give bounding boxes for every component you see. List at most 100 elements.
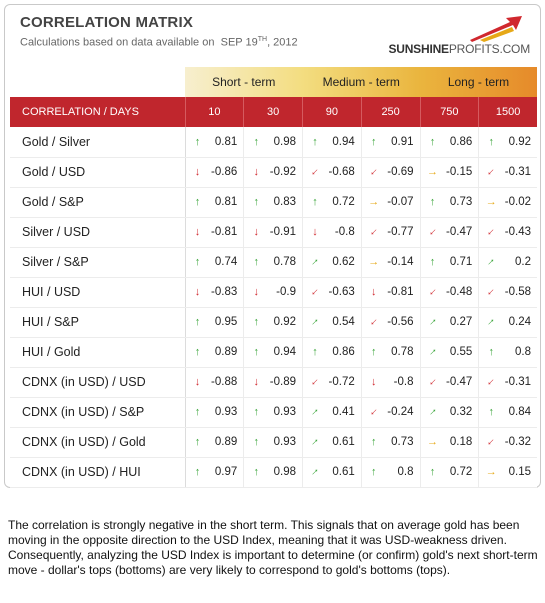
- correlation-cell: ↑ 0.2: [478, 247, 537, 278]
- arrow-up-icon: ↑: [253, 436, 260, 448]
- correlation-value: 0.72: [332, 196, 355, 208]
- band-long-term: Long - term: [420, 67, 537, 97]
- logo-rest: PROFITS.COM: [448, 42, 530, 56]
- correlation-cell: ↑ 0.93: [243, 397, 303, 428]
- correlation-cell: ↑ 0.61: [302, 457, 362, 488]
- correlation-cell: ↓ -0.24: [361, 397, 421, 428]
- correlation-cell: ↓ -0.81: [361, 277, 421, 308]
- correlation-value: 0.27: [449, 316, 473, 328]
- correlation-value: -0.32: [504, 436, 531, 448]
- arrow-down-right-icon: ↓: [367, 315, 380, 329]
- correlation-value: 0.83: [273, 196, 296, 208]
- arrow-up-icon: ↑: [488, 406, 495, 418]
- table-row: CDNX (in USD) / S&P ↑ 0.93 ↑ 0.93 ↑ 0.41 ↓ -0.24…: [10, 397, 537, 428]
- correlation-value: -0.86: [211, 166, 238, 178]
- correlation-value: -0.8: [334, 226, 355, 238]
- arrow-up-right-icon: ↑: [426, 405, 439, 419]
- correlation-value: 0.89: [214, 436, 238, 448]
- correlation-cell: ↑ 0.27: [420, 307, 480, 338]
- correlation-cell: ↓ -0.86: [185, 157, 245, 188]
- correlation-value: -0.24: [387, 406, 414, 418]
- date-main: SEP 19: [220, 36, 258, 49]
- correlation-cell: → -0.14: [361, 247, 421, 278]
- arrow-up-icon: ↑: [194, 406, 201, 418]
- correlation-cell: → -0.15: [420, 157, 480, 188]
- arrow-down-icon: ↓: [194, 376, 201, 388]
- correlation-cell: ↑ 0.61: [302, 427, 362, 458]
- table-row: Silver / S&P ↑ 0.74 ↑ 0.78 ↑ 0.62 → -0.14 ↑ 0.71 ↑ 0…: [10, 247, 537, 278]
- arrow-up-icon: ↑: [371, 466, 377, 478]
- correlation-cell: ↑ 0.8: [361, 457, 421, 488]
- arrow-up-icon: ↑: [371, 135, 377, 148]
- column-header-10: 10: [185, 97, 245, 127]
- correlation-table: Short - term Medium - term Long - term C…: [10, 67, 537, 488]
- correlation-cell: ↓ -0.91: [243, 217, 303, 248]
- arrow-up-right-icon: ↑: [308, 435, 322, 449]
- arrow-up-icon: ↑: [312, 346, 318, 358]
- correlation-value: 0.81: [214, 135, 238, 148]
- band-short-term: Short - term: [185, 67, 303, 97]
- correlation-value: -0.9: [276, 286, 296, 298]
- correlation-value: -0.43: [504, 226, 531, 238]
- arrow-up-icon: ↑: [253, 466, 260, 478]
- correlation-cell: ↓ -0.81: [185, 217, 245, 248]
- correlation-cell: → 0.15: [478, 457, 537, 488]
- arrow-down-right-icon: ↓: [426, 285, 439, 299]
- correlation-value: 0.41: [332, 406, 355, 418]
- arrow-up-icon: ↑: [253, 346, 260, 358]
- correlation-value: -0.83: [211, 286, 238, 298]
- correlation-cell: ↑ 0.89: [185, 427, 245, 458]
- correlation-cell: ↓ -0.8: [302, 217, 362, 248]
- correlation-cell: ↑ 0.93: [185, 397, 245, 428]
- subtitle-prefix: Calculations based on data available on: [20, 36, 215, 49]
- arrow-up-icon: ↑: [194, 135, 201, 148]
- correlation-value: 0.98: [273, 466, 296, 478]
- correlation-cell: ↑ 0.98: [243, 127, 303, 158]
- arrow-down-icon: ↓: [371, 376, 377, 388]
- correlation-cell: ↓ -0.89: [243, 367, 303, 398]
- correlation-value: -0.56: [387, 316, 414, 328]
- arrow-up-right-icon: ↑: [485, 255, 498, 269]
- arrow-right-icon: →: [485, 466, 497, 478]
- arrow-up-right-icon: ↑: [426, 315, 439, 329]
- correlation-value: -0.77: [387, 226, 414, 238]
- arrow-up-icon: ↑: [253, 406, 260, 418]
- correlation-cell: → -0.07: [361, 187, 421, 218]
- arrow-up-icon: ↑: [488, 346, 495, 358]
- pair-label: CDNX (in USD) / HUI: [10, 457, 186, 488]
- correlation-value: 0.72: [449, 466, 473, 478]
- table-row: HUI / S&P ↑ 0.95 ↑ 0.92 ↑ 0.54 ↓ -0.56 ↑ 0.27 ↑ 0.24: [10, 307, 537, 338]
- correlation-value: -0.81: [387, 286, 414, 298]
- correlation-value: -0.14: [387, 256, 414, 268]
- arrow-up-right-icon: ↑: [485, 315, 498, 329]
- header: CORRELATION MATRIX Calculations based on…: [20, 14, 540, 66]
- pair-label: Silver / USD: [10, 217, 186, 248]
- date-year: , 2012: [267, 36, 298, 49]
- correlation-value: 0.93: [273, 436, 296, 448]
- arrow-down-icon: ↓: [253, 166, 260, 178]
- arrow-up-icon: ↑: [253, 135, 260, 148]
- arrow-up-right-icon: ↑: [308, 255, 322, 269]
- correlation-cell: ↑ 0.92: [243, 307, 303, 338]
- arrow-up-icon: ↑: [194, 196, 201, 208]
- correlation-value: -0.63: [328, 286, 355, 298]
- correlation-cell: ↑ 0.81: [185, 187, 245, 218]
- logo-brand: SUNSHINE: [388, 42, 449, 56]
- pair-label: HUI / Gold: [10, 337, 186, 368]
- arrow-up-icon: ↑: [429, 466, 436, 478]
- page-title: CORRELATION MATRIX: [20, 14, 194, 31]
- correlation-value: 0.92: [508, 135, 531, 148]
- correlation-cell: → 0.18: [420, 427, 480, 458]
- correlation-value: 0.15: [508, 466, 531, 478]
- correlation-cell: ↓ -0.9: [243, 277, 303, 308]
- correlation-cell: → -0.02: [478, 187, 537, 218]
- arrow-up-icon: ↑: [312, 196, 318, 208]
- correlation-cell: ↓ -0.72: [302, 367, 362, 398]
- column-header-label: CORRELATION / DAYS: [10, 97, 186, 127]
- arrow-right-icon: →: [368, 196, 380, 208]
- correlation-cell: ↓ -0.32: [478, 427, 537, 458]
- arrow-down-right-icon: ↓: [485, 165, 498, 179]
- correlation-value: 0.93: [273, 406, 296, 418]
- correlation-cell: ↑ 0.73: [420, 187, 480, 218]
- correlation-cell: ↑ 0.55: [420, 337, 480, 368]
